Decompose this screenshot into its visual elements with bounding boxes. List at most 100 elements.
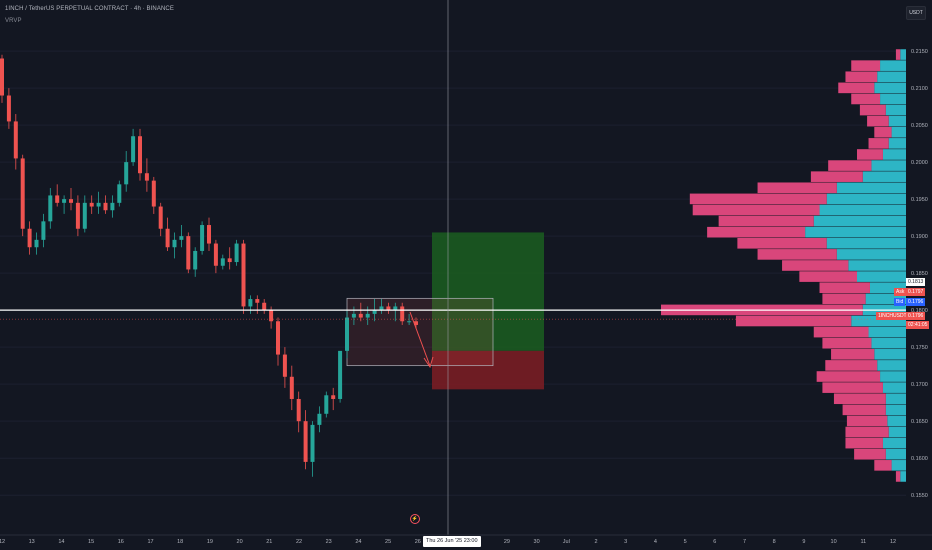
candle-body[interactable] — [13, 121, 18, 159]
indicator-label[interactable]: VRVP — [5, 18, 22, 24]
candle-body[interactable] — [103, 202, 108, 211]
candle-body[interactable] — [0, 58, 4, 96]
candle-body[interactable] — [400, 306, 405, 322]
candle-body[interactable] — [241, 243, 246, 307]
candle-body[interactable] — [303, 421, 308, 462]
symbol-title[interactable]: 1INCH / TetherUS PERPETUAL CONTRACT · 4h… — [5, 6, 174, 12]
candle-body[interactable] — [296, 398, 301, 422]
candle-body[interactable] — [276, 321, 280, 355]
volume-profile-down-bar — [874, 460, 892, 471]
candle-body[interactable] — [186, 236, 191, 270]
candle-body[interactable] — [151, 180, 156, 207]
volume-profile-down-bar — [895, 49, 901, 60]
volume-profile-up-bar — [851, 315, 906, 327]
candle-body[interactable] — [27, 228, 32, 248]
volume-profile-down-bar — [799, 271, 857, 282]
candle-body[interactable] — [200, 225, 205, 251]
candle-body[interactable] — [89, 202, 94, 207]
volume-profile-up-bar — [900, 49, 906, 60]
candle-body[interactable] — [338, 350, 343, 399]
volume-profile-up-bar — [888, 426, 906, 438]
candle-body[interactable] — [96, 202, 101, 207]
candle-body[interactable] — [62, 199, 67, 203]
candle-body[interactable] — [234, 243, 239, 263]
volume-profile-down-bar — [828, 160, 872, 171]
candle-body[interactable] — [75, 202, 80, 229]
volume-profile-up-bar — [865, 293, 906, 305]
candle-body[interactable] — [131, 136, 136, 163]
time-axis-label: 10 — [831, 539, 837, 545]
time-axis-label: 12 — [890, 539, 896, 545]
candle-body[interactable] — [358, 313, 363, 318]
candle-body[interactable] — [255, 299, 260, 303]
candle-body[interactable] — [248, 299, 253, 307]
volume-profile-down-bar — [859, 104, 886, 116]
candle-body[interactable] — [110, 202, 115, 211]
candle-body[interactable] — [289, 376, 294, 399]
volume-profile-down-bar — [854, 448, 886, 460]
candle-body[interactable] — [213, 243, 218, 266]
candle-body[interactable] — [393, 306, 398, 311]
arrow-drawing[interactable] — [409, 311, 431, 367]
candle-body[interactable] — [365, 313, 370, 318]
currency-button[interactable]: USDT — [906, 6, 926, 20]
candle-body[interactable] — [6, 95, 11, 122]
time-axis-label: 11 — [860, 539, 866, 545]
candle-body[interactable] — [207, 225, 211, 244]
volume-profile-up-bar — [885, 393, 906, 405]
candle-body[interactable] — [386, 306, 391, 311]
candle-body[interactable] — [227, 258, 232, 263]
candle-body[interactable] — [282, 354, 287, 377]
rectangle-drawing[interactable] — [346, 297, 494, 367]
candle-body[interactable] — [69, 199, 73, 203]
volume-profile-up-bar — [880, 371, 906, 382]
candle-body[interactable] — [414, 321, 418, 325]
candle-body[interactable] — [220, 258, 225, 266]
arrow-head — [423, 356, 434, 369]
candle-body[interactable] — [41, 221, 46, 240]
candle-body[interactable] — [117, 184, 122, 203]
volume-profile-down-bar — [851, 60, 881, 71]
candle-body[interactable] — [317, 413, 322, 425]
candle-body[interactable] — [324, 395, 329, 414]
candle-body[interactable] — [124, 162, 129, 185]
price-axis-label: 0.1600 — [911, 456, 928, 462]
time-axis-label: 8 — [773, 539, 776, 545]
ask-price-tag: 0.1797 — [906, 288, 926, 296]
candle-body[interactable] — [20, 158, 25, 229]
time-axis-label: 12 — [0, 539, 5, 545]
candle-body[interactable] — [158, 206, 163, 229]
candle-body[interactable] — [310, 424, 315, 462]
candle-body[interactable] — [269, 310, 274, 322]
candle-body[interactable] — [179, 236, 184, 240]
volume-profile-up-bar — [880, 93, 906, 105]
candle-body[interactable] — [138, 136, 142, 174]
lightning-icon[interactable]: ⚡ — [410, 514, 420, 524]
volume-profile-up-bar — [848, 260, 906, 271]
high-price-tag: 0.1813 — [906, 278, 926, 286]
candle-body[interactable] — [165, 228, 170, 248]
candle-body[interactable] — [48, 195, 53, 222]
volume-profile-down-bar — [851, 93, 881, 105]
candle-body[interactable] — [351, 313, 356, 318]
volume-profile-down-bar — [846, 415, 888, 427]
target-zone[interactable] — [432, 232, 544, 351]
candle-body[interactable] — [331, 395, 336, 399]
candle-body[interactable] — [379, 306, 384, 311]
stop-zone[interactable] — [432, 350, 544, 390]
candle-body[interactable] — [193, 250, 198, 270]
candle-body[interactable] — [34, 239, 39, 248]
candle-body[interactable] — [172, 239, 177, 248]
candle-body[interactable] — [345, 317, 349, 351]
candle-body[interactable] — [82, 202, 87, 229]
price-axis-label: 0.1950 — [911, 197, 928, 203]
candle-body[interactable] — [372, 310, 377, 314]
volume-profile-up-bar — [868, 326, 906, 338]
volume-profile-down-bar — [842, 404, 886, 416]
candle-body[interactable] — [55, 195, 60, 203]
candle-body[interactable] — [144, 173, 149, 181]
volume-profile-up-bar — [826, 237, 906, 249]
candle-body[interactable] — [407, 321, 412, 323]
candle-body[interactable] — [262, 302, 267, 311]
